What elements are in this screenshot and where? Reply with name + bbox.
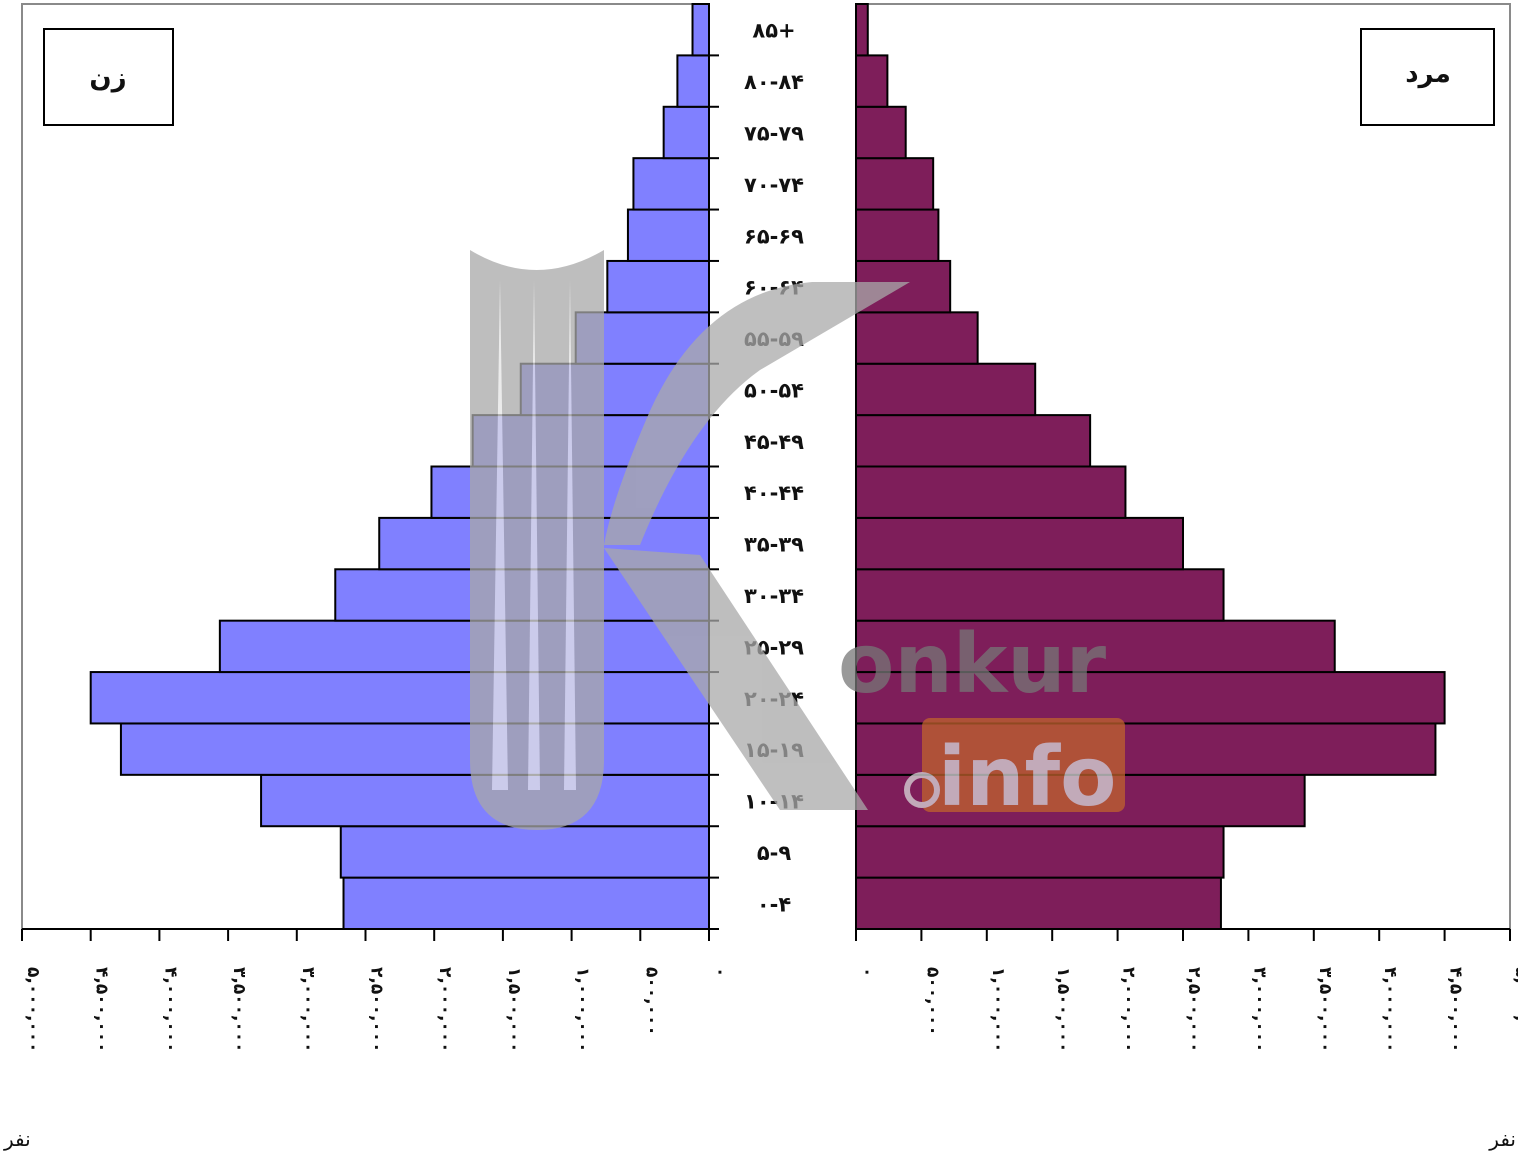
right-x-tick-labels: ۰ ۵۰۰,۰۰۰ ۱,۰۰۰,۰۰۰ ۱,۵۰۰,۰۰۰ ۲,۰۰۰,۰۰۰ ۲,۵۰۰… bbox=[857, 967, 1518, 1053]
bar-male-5 bbox=[855, 619, 1336, 674]
bar-male-9 bbox=[855, 414, 1092, 468]
age-label-14: ۷۰-۷۴ bbox=[744, 173, 804, 197]
age-label-15: ۷۵-۷۹ bbox=[744, 121, 804, 145]
bar-female-1 bbox=[339, 825, 710, 879]
right-x-tick-label-10: ۵,۰۰۰,۰۰۰ bbox=[1511, 967, 1518, 1053]
bar-male-16 bbox=[855, 54, 889, 108]
left-x-tick-label-7: ۱,۵۰۰,۰۰۰ bbox=[504, 967, 524, 1053]
bar-male-17 bbox=[855, 3, 869, 57]
right-x-tick-label-8: ۴,۰۰۰,۰۰۰ bbox=[1380, 967, 1400, 1053]
watermark-k-upper bbox=[604, 282, 910, 545]
left-x-tick-label-3: ۳,۵۰۰,۰۰۰ bbox=[229, 967, 249, 1053]
age-label-16: ۸۰-۸۴ bbox=[744, 70, 804, 94]
watermark-stripe bbox=[564, 280, 576, 790]
age-label-1: ۵-۹ bbox=[757, 841, 792, 865]
right-x-axis-unit-label: نفر bbox=[1488, 1127, 1516, 1151]
right-panel-frame bbox=[856, 3, 1511, 929]
left-series-bars bbox=[89, 3, 711, 930]
right-x-tick-label-5: ۲,۵۰۰,۰۰۰ bbox=[1184, 967, 1204, 1053]
right-x-tick-label-3: ۱,۵۰۰,۰۰۰ bbox=[1053, 967, 1073, 1053]
bar-male-13 bbox=[855, 208, 940, 262]
bar-male-15 bbox=[855, 105, 907, 160]
bar-male-11 bbox=[855, 311, 979, 365]
bar-male-14 bbox=[855, 157, 935, 211]
watermark-stripe bbox=[528, 280, 540, 790]
right-x-tick-label-4: ۲,۰۰۰,۰۰۰ bbox=[1119, 967, 1139, 1053]
bar-male-7 bbox=[855, 516, 1184, 571]
watermark-text-sub: info bbox=[938, 730, 1117, 825]
bar-male-10 bbox=[855, 362, 1037, 417]
left-x-tick-label-1: ۴,۵۰۰,۰۰۰ bbox=[92, 967, 112, 1053]
left-x-tick-label-9: ۵۰۰,۰۰۰ bbox=[641, 967, 661, 1036]
right-x-tick-label-9: ۴,۵۰۰,۰۰۰ bbox=[1446, 967, 1466, 1053]
legend-male-label: مرد bbox=[1405, 59, 1451, 89]
legend-box-male bbox=[1360, 28, 1495, 126]
age-label-10: ۵۰-۵۴ bbox=[744, 378, 804, 402]
konkur-watermark: onkur info bbox=[470, 250, 1125, 830]
bar-female-4 bbox=[89, 671, 710, 725]
age-label-9: ۴۵-۴۹ bbox=[744, 430, 804, 454]
bar-female-13 bbox=[626, 208, 711, 262]
left-x-tick-label-5: ۲,۵۰۰,۰۰۰ bbox=[367, 967, 387, 1053]
right-x-tick-label-2: ۱,۰۰۰,۰۰۰ bbox=[988, 967, 1008, 1053]
bar-male-0 bbox=[855, 876, 1222, 930]
bar-male-1 bbox=[855, 825, 1225, 879]
right-x-tick-label-7: ۳,۵۰۰,۰۰۰ bbox=[1315, 967, 1335, 1053]
bar-female-14 bbox=[632, 157, 710, 211]
bar-female-5 bbox=[218, 619, 711, 674]
bar-female-17 bbox=[691, 3, 711, 57]
age-label-0: ۰-۴ bbox=[757, 892, 792, 916]
left-x-tick-label-10: ۰ bbox=[710, 967, 730, 977]
age-label-6: ۳۰-۳۴ bbox=[744, 584, 804, 608]
bar-male-8 bbox=[855, 465, 1127, 519]
right-x-tick-label-1: ۵۰۰,۰۰۰ bbox=[922, 967, 942, 1036]
watermark-stripe bbox=[492, 280, 508, 790]
left-x-tick-label-4: ۳,۰۰۰,۰۰۰ bbox=[298, 967, 318, 1053]
age-label-17: ۸۵+ bbox=[752, 19, 795, 43]
bar-female-15 bbox=[662, 105, 711, 160]
left-x-tick-label-0: ۵,۰۰۰,۰۰۰ bbox=[23, 967, 43, 1053]
right-x-tick-label-0: ۰ bbox=[857, 967, 877, 977]
left-x-tick-label-2: ۴,۰۰۰,۰۰۰ bbox=[160, 967, 180, 1053]
left-x-tick-label-6: ۲,۰۰۰,۰۰۰ bbox=[435, 967, 455, 1053]
legend-box-female bbox=[43, 28, 174, 126]
legend-female-label: زن bbox=[89, 63, 126, 93]
bar-male-6 bbox=[855, 568, 1225, 622]
bar-female-12 bbox=[606, 259, 710, 314]
age-label-8: ۴۰-۴۴ bbox=[744, 481, 804, 505]
left-x-tick-label-8: ۱,۰۰۰,۰۰۰ bbox=[573, 967, 593, 1053]
bar-female-0 bbox=[342, 876, 710, 930]
left-x-tick-labels: ۵,۰۰۰,۰۰۰ ۴,۵۰۰,۰۰۰ ۴,۰۰۰,۰۰۰ ۳,۵۰۰,۰۰۰ ۳,۰۰… bbox=[23, 967, 730, 1053]
age-label-7: ۳۵-۳۹ bbox=[744, 533, 804, 557]
bar-female-16 bbox=[676, 54, 711, 108]
watermark-info-badge bbox=[922, 718, 1125, 812]
bar-female-3 bbox=[119, 722, 711, 776]
watermark-k-lower bbox=[604, 548, 868, 810]
left-x-axis-unit-label: نفر bbox=[3, 1127, 31, 1151]
age-label-13: ۶۵-۶۹ bbox=[744, 224, 804, 248]
right-x-tick-label-6: ۳,۰۰۰,۰۰۰ bbox=[1249, 967, 1269, 1053]
bar-male-4 bbox=[855, 671, 1446, 725]
watermark-text-main: onkur bbox=[838, 617, 1107, 712]
left-panel-frame bbox=[21, 3, 709, 929]
watermark-dot bbox=[904, 772, 940, 808]
